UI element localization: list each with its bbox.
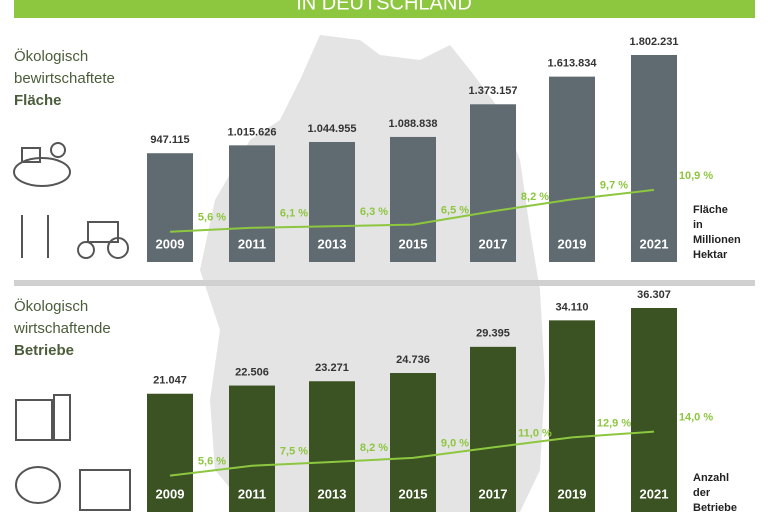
share-line	[169, 188, 655, 233]
x-tick-label: 2011	[238, 486, 266, 501]
icons	[13, 142, 131, 511]
unit-note: Millionen	[693, 234, 741, 246]
tractor-wheel	[107, 237, 129, 259]
value-label: 29.395	[476, 328, 510, 340]
bar	[309, 141, 355, 262]
x-tick-label: 2011	[238, 236, 266, 251]
house-icon	[21, 147, 41, 163]
tractor-wheel	[77, 241, 95, 259]
line-label: 14,0 %	[679, 412, 713, 424]
chart-title: wirtschaftende	[13, 320, 111, 337]
x-tick-label: 2019	[558, 486, 587, 501]
line-label: 9,0 %	[441, 438, 469, 450]
value-label: 34.110	[555, 301, 588, 313]
line-label: 5,6 %	[198, 456, 226, 468]
silo-icon	[53, 394, 71, 441]
line-label: 6,3 %	[360, 206, 388, 218]
header-title: IN DEUTSCHLAND	[296, 0, 472, 14]
line-label: 7,5 %	[280, 446, 308, 458]
line-label: 12,9 %	[597, 417, 631, 429]
chart-title: bewirtschaftete	[14, 70, 115, 87]
x-tick-label: 2017	[479, 486, 508, 501]
bar	[631, 308, 677, 512]
x-tick-label: 2013	[318, 486, 347, 501]
bar	[309, 381, 355, 512]
x-tick-label: 2015	[399, 236, 428, 251]
bar	[470, 346, 516, 512]
bar	[147, 153, 193, 262]
unit-note: in	[693, 219, 703, 231]
value-label: 23.271	[315, 362, 349, 374]
bar	[631, 55, 677, 262]
line-label: 10,9 %	[679, 170, 713, 182]
share-line	[169, 430, 655, 477]
x-tick-label: 2017	[479, 236, 508, 251]
tractor-icon	[87, 221, 119, 243]
separator	[14, 280, 755, 286]
field-icon	[13, 157, 71, 187]
value-label: 1.088.838	[389, 118, 438, 130]
unit-note: Anzahl	[693, 472, 729, 484]
unit-note: Fläche	[693, 204, 728, 216]
chart-title: Betriebe	[14, 342, 74, 359]
value-label: 1.373.157	[469, 85, 518, 97]
bar	[390, 373, 436, 512]
map-background	[200, 35, 545, 512]
x-tick-label: 2021	[640, 236, 669, 251]
bar	[549, 76, 595, 263]
value-label: 1.613.834	[548, 58, 598, 70]
value-label: 1.802.231	[630, 36, 679, 48]
line-label: 11,0 %	[518, 427, 552, 439]
line-label: 6,5 %	[441, 205, 469, 217]
x-tick-label: 2009	[156, 486, 185, 501]
tree-icon	[50, 142, 66, 158]
bar	[229, 145, 275, 262]
line-label: 8,2 %	[521, 191, 549, 203]
x-tick-label: 2021	[640, 486, 669, 501]
chart-title: Ökologisch	[14, 297, 88, 315]
chart-title: Fläche	[14, 92, 62, 109]
value-label: 1.044.955	[308, 123, 357, 135]
unit-note: der	[693, 487, 711, 499]
value-label: 21.047	[153, 375, 187, 387]
line-label: 6,1 %	[280, 208, 308, 220]
x-tick-label: 2015	[399, 486, 428, 501]
x-tick-label: 2009	[156, 236, 185, 251]
value-label: 1.015.626	[228, 126, 277, 138]
barn-icon	[15, 399, 53, 441]
unit-note: Betriebe	[693, 502, 737, 512]
line-label: 9,7 %	[600, 179, 628, 191]
value-label: 22.506	[235, 366, 269, 378]
header-bar	[14, 0, 755, 18]
bar	[390, 136, 436, 262]
bar	[229, 385, 275, 512]
unit-note: Hektar	[693, 249, 728, 261]
value-label: 947.115	[150, 134, 189, 146]
line-label: 5,6 %	[198, 212, 226, 224]
chart-title: Ökologisch	[14, 47, 88, 65]
bar	[147, 393, 193, 512]
x-tick-label: 2013	[318, 236, 347, 251]
value-label: 36.307	[637, 289, 671, 301]
chicken-icon	[15, 466, 61, 504]
value-label: 24.736	[396, 354, 430, 366]
x-tick-label: 2019	[558, 236, 587, 251]
bar	[470, 104, 516, 262]
bar	[549, 320, 595, 512]
vegetable-box-icon	[79, 469, 131, 511]
line-label: 8,2 %	[360, 442, 388, 454]
